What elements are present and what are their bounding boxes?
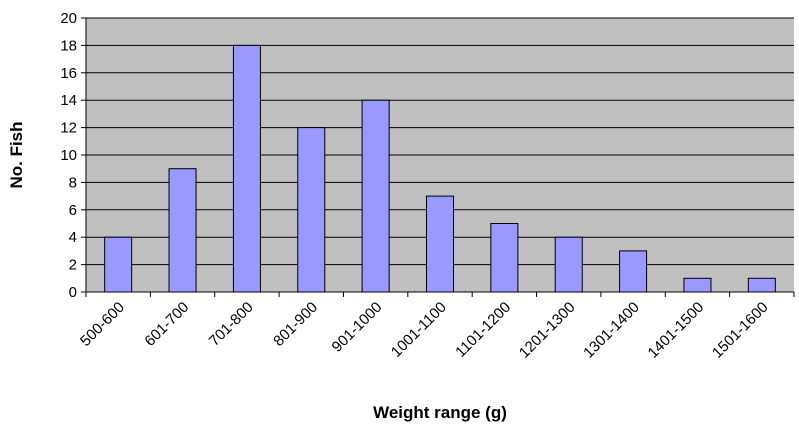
bar-500-600: [104, 236, 133, 293]
bar-1301-1400: [619, 250, 648, 293]
x-tick-label: 1401-1500: [645, 299, 708, 362]
x-tick-label: 801-900: [270, 299, 321, 350]
bars: [104, 44, 776, 293]
bar-1501-1600: [747, 277, 776, 293]
x-tick-label: 1001-1100: [388, 299, 450, 361]
y-tick-label: 0: [69, 284, 77, 301]
y-tick-label: 20: [60, 10, 77, 27]
x-tick-label: 1501-1600: [709, 299, 772, 362]
bar-1401-1500: [683, 277, 712, 293]
x-tick-label: 500-600: [77, 299, 128, 350]
y-tick-label: 16: [60, 65, 77, 82]
y-tick-label: 18: [60, 37, 77, 54]
y-tick-label: 6: [69, 202, 77, 219]
y-axis-title: No. Fish: [7, 121, 26, 188]
x-tick-labels: 500-600 601-700 701-800 801-900 901-1000 1001…: [77, 299, 772, 362]
bar-1201-1300: [554, 236, 583, 293]
x-tick-label: 1101-1200: [452, 299, 514, 361]
axes: [81, 17, 795, 297]
x-tick-label: 701-800: [206, 299, 257, 350]
x-tick-label: 901-1000: [329, 299, 386, 356]
y-tick-label: 8: [69, 174, 77, 191]
x-tick-label: 1301-1400: [580, 299, 643, 362]
x-axis-title: Weight range (g): [373, 403, 507, 422]
bar-1001-1100: [425, 195, 455, 293]
bar-701-800: [232, 44, 261, 293]
bar-901-1000: [361, 99, 390, 293]
bar-601-700: [168, 168, 197, 293]
x-tick-label: 1201-1300: [516, 299, 579, 362]
y-tick-label: 10: [60, 147, 77, 164]
y-tick-label: 14: [60, 92, 77, 109]
y-tick-labels: 0 2 4 6 8 10 12 14 16 18 20: [60, 10, 77, 301]
bar-801-900: [297, 127, 326, 293]
y-tick-label: 2: [69, 257, 77, 274]
x-tick-label: 601-700: [141, 299, 192, 350]
bar-1101-1200: [490, 223, 519, 293]
y-tick-label: 12: [60, 120, 77, 137]
y-tick-label: 4: [69, 229, 77, 246]
